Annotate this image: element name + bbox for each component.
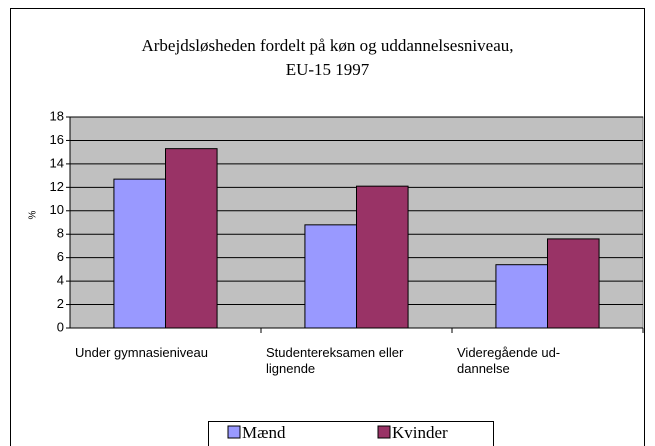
legend-label: Kvinder	[392, 423, 448, 442]
bar	[113, 178, 166, 329]
y-tick-label: 12	[50, 179, 64, 194]
bar	[165, 148, 218, 329]
x-tick-label: Videregående ud- dannelse	[457, 345, 561, 376]
y-tick-label: 2	[57, 296, 64, 311]
y-axis-label: %	[28, 210, 39, 219]
y-tick-label: 18	[50, 108, 64, 123]
bar	[547, 238, 600, 329]
y-tick-label: 4	[57, 273, 64, 288]
legend-swatch	[377, 425, 391, 439]
y-tick-label: 6	[57, 249, 64, 264]
chart-title: Arbejdsløsheden fordelt på køn og uddann…	[141, 36, 514, 79]
legend-label: Mænd	[242, 423, 286, 442]
bar	[304, 224, 357, 329]
legend-swatch	[227, 425, 241, 439]
x-tick-label: Studentereksamen eller lignende	[266, 345, 404, 376]
y-tick-label: 10	[50, 202, 64, 217]
y-tick-label: 0	[57, 319, 64, 334]
y-tick-label: 16	[50, 132, 64, 147]
legend-box	[208, 421, 494, 446]
y-tick-label: 14	[50, 155, 64, 170]
bar	[356, 185, 409, 329]
x-tick-label: Under gymnasieniveau	[75, 345, 208, 360]
y-tick-label: 8	[57, 226, 64, 241]
bar	[495, 264, 548, 329]
chart-border	[10, 8, 645, 446]
